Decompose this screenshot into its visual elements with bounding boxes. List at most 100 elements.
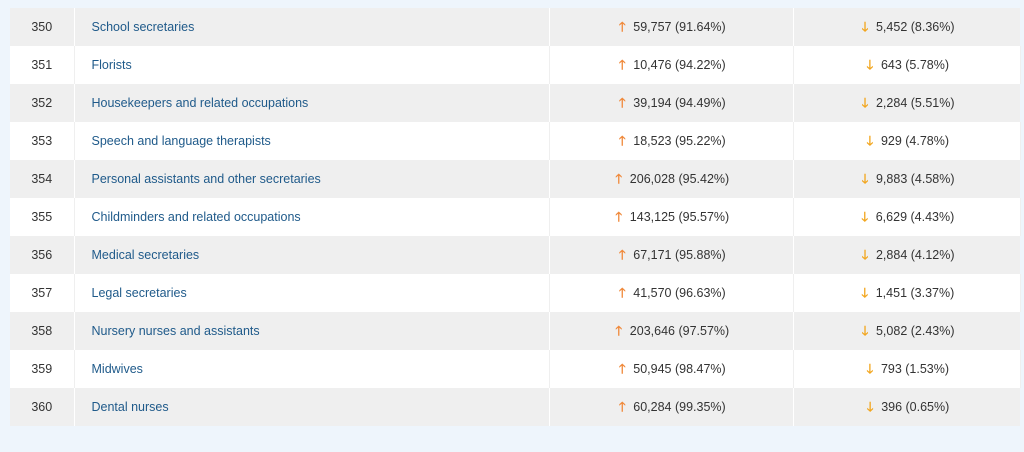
arrow-down-icon: 🡓 — [861, 96, 869, 111]
count-b-value: 1,451 (3.37%) — [875, 286, 955, 300]
count-a-cell: 🡑 67,171 (95.88%) — [549, 236, 794, 274]
occupation-table: 350 School secretaries 🡑 59,757 (91.64%) 🡓 5,… — [10, 8, 1021, 426]
arrow-up-icon: 🡑 — [618, 286, 626, 301]
rank-cell: 355 — [10, 198, 75, 236]
count-b-cell: 🡓 6,629 (4.43%) — [793, 198, 1021, 236]
count-b-cell: 🡓 1,451 (3.37%) — [793, 274, 1021, 312]
count-b-value: 929 (4.78%) — [880, 134, 950, 148]
count-a-cell: 🡑 18,523 (95.22%) — [549, 122, 794, 160]
table-body: 350 School secretaries 🡑 59,757 (91.64%) 🡓 5,… — [10, 8, 1021, 426]
occupation-link[interactable]: Nursery nurses and assistants — [91, 324, 260, 338]
table-row: 360 Dental nurses 🡑 60,284 (99.35%) 🡓 396 (0.… — [10, 388, 1020, 426]
table-row: 353 Speech and language therapists 🡑 18,523… — [10, 122, 1021, 160]
count-b-value: 2,884 (4.12%) — [875, 248, 955, 262]
occupation-link[interactable]: Legal secretaries — [91, 286, 187, 300]
rank-cell: 356 — [10, 236, 75, 274]
occupation-cell: Midwives — [74, 350, 550, 388]
arrow-down-icon: 🡓 — [861, 172, 869, 187]
occupation-cell: School secretaries — [74, 8, 550, 46]
count-b-value: 5,452 (8.36%) — [875, 20, 955, 34]
table-row: 356 Medical secretaries 🡑 67,171 (95.88%) 🡓 2… — [10, 236, 1020, 274]
count-a-value: 41,570 (96.63%) — [633, 286, 726, 300]
occupation-link[interactable]: Housekeepers and related occupations — [91, 96, 309, 110]
arrow-down-icon: 🡓 — [866, 134, 874, 149]
table-row: 355 Childminders and related occupations 🡑… — [10, 198, 1021, 236]
arrow-up-icon: 🡑 — [618, 58, 626, 73]
arrow-up-icon: 🡑 — [618, 400, 626, 415]
count-b-cell: 🡓 929 (4.78%) — [793, 122, 1021, 160]
arrow-down-icon: 🡓 — [861, 324, 869, 339]
arrow-up-icon: 🡑 — [615, 172, 623, 187]
occupation-link[interactable]: Dental nurses — [91, 400, 169, 414]
count-a-cell: 🡑 41,570 (96.63%) — [549, 274, 794, 312]
rank-cell: 353 — [10, 122, 75, 160]
occupation-cell: Dental nurses — [74, 388, 550, 426]
arrow-down-icon: 🡓 — [861, 248, 869, 263]
rank-cell: 350 — [10, 8, 75, 46]
occupation-cell: Medical secretaries — [74, 236, 550, 274]
table-row: 359 Midwives 🡑 50,945 (98.47%) 🡓 793 (1.53%) — [10, 350, 1021, 388]
arrow-down-icon: 🡓 — [861, 210, 869, 225]
occupation-link[interactable]: Florists — [91, 58, 132, 72]
count-a-cell: 🡑 10,476 (94.22%) — [549, 46, 794, 84]
count-b-cell: 🡓 2,284 (5.51%) — [793, 84, 1020, 122]
table-row: 358 Nursery nurses and assistants 🡑 203,646… — [10, 312, 1020, 350]
count-a-value: 10,476 (94.22%) — [633, 58, 726, 72]
occupation-link[interactable]: Childminders and related occupations — [91, 210, 301, 224]
arrow-down-icon: 🡓 — [866, 58, 874, 73]
count-a-cell: 🡑 60,284 (99.35%) — [549, 388, 794, 426]
occupation-cell: Personal assistants and other secretarie… — [74, 160, 550, 198]
arrow-down-icon: 🡓 — [861, 286, 869, 301]
arrow-up-icon: 🡑 — [615, 324, 623, 339]
arrow-down-icon: 🡓 — [866, 362, 874, 377]
occupation-cell: Housekeepers and related occupations — [74, 84, 550, 122]
count-b-value: 396 (0.65%) — [881, 400, 950, 414]
rank-cell: 360 — [10, 388, 75, 426]
arrow-up-icon: 🡑 — [615, 210, 623, 225]
arrow-up-icon: 🡑 — [618, 362, 626, 377]
count-b-cell: 🡓 643 (5.78%) — [793, 46, 1021, 84]
table-row: 352 Housekeepers and related occupations 🡑… — [10, 84, 1020, 122]
count-a-cell: 🡑 50,945 (98.47%) — [549, 350, 794, 388]
count-b-cell: 🡓 2,884 (4.12%) — [793, 236, 1020, 274]
count-a-value: 67,171 (95.88%) — [633, 248, 726, 262]
occupation-link[interactable]: Speech and language therapists — [91, 134, 271, 148]
occupation-link[interactable]: School secretaries — [91, 20, 195, 34]
occupation-link[interactable]: Personal assistants and other secretarie… — [91, 172, 321, 186]
count-a-cell: 🡑 59,757 (91.64%) — [549, 8, 794, 46]
occupation-link[interactable]: Medical secretaries — [91, 248, 200, 262]
rank-cell: 358 — [10, 312, 75, 350]
count-b-value: 643 (5.78%) — [880, 58, 950, 72]
table-row: 357 Legal secretaries 🡑 41,570 (96.63%) 🡓 1,4… — [10, 274, 1021, 312]
arrow-down-icon: 🡓 — [866, 400, 874, 415]
count-b-value: 5,082 (2.43%) — [875, 324, 955, 338]
occupation-cell: Legal secretaries — [74, 274, 550, 312]
occupation-cell: Nursery nurses and assistants — [74, 312, 550, 350]
count-a-value: 18,523 (95.22%) — [633, 134, 726, 148]
rank-cell: 357 — [10, 274, 75, 312]
count-a-value: 143,125 (95.57%) — [629, 210, 730, 224]
arrow-down-icon: 🡓 — [861, 20, 869, 35]
arrow-up-icon: 🡑 — [618, 20, 626, 35]
count-a-value: 206,028 (95.42%) — [629, 172, 730, 186]
count-a-value: 39,194 (94.49%) — [633, 96, 726, 110]
count-a-cell: 🡑 206,028 (95.42%) — [549, 160, 794, 198]
count-a-value: 203,646 (97.57%) — [629, 324, 730, 338]
rank-cell: 351 — [10, 46, 75, 84]
count-a-value: 59,757 (91.64%) — [633, 20, 726, 34]
occupation-cell: Childminders and related occupations — [74, 198, 550, 236]
occupation-cell: Florists — [74, 46, 550, 84]
count-b-value: 793 (1.53%) — [880, 362, 950, 376]
rank-cell: 354 — [10, 160, 75, 198]
rank-cell: 359 — [10, 350, 75, 388]
count-b-value: 6,629 (4.43%) — [875, 210, 955, 224]
rank-cell: 352 — [10, 84, 75, 122]
count-a-value: 60,284 (99.35%) — [633, 400, 726, 414]
count-b-cell: 🡓 9,883 (4.58%) — [793, 160, 1020, 198]
count-b-cell: 🡓 396 (0.65%) — [793, 388, 1020, 426]
occupation-link[interactable]: Midwives — [91, 362, 143, 376]
count-a-cell: 🡑 39,194 (94.49%) — [549, 84, 794, 122]
count-a-cell: 🡑 143,125 (95.57%) — [549, 198, 794, 236]
count-b-cell: 🡓 793 (1.53%) — [793, 350, 1021, 388]
scrollbar[interactable] — [1017, 0, 1024, 80]
